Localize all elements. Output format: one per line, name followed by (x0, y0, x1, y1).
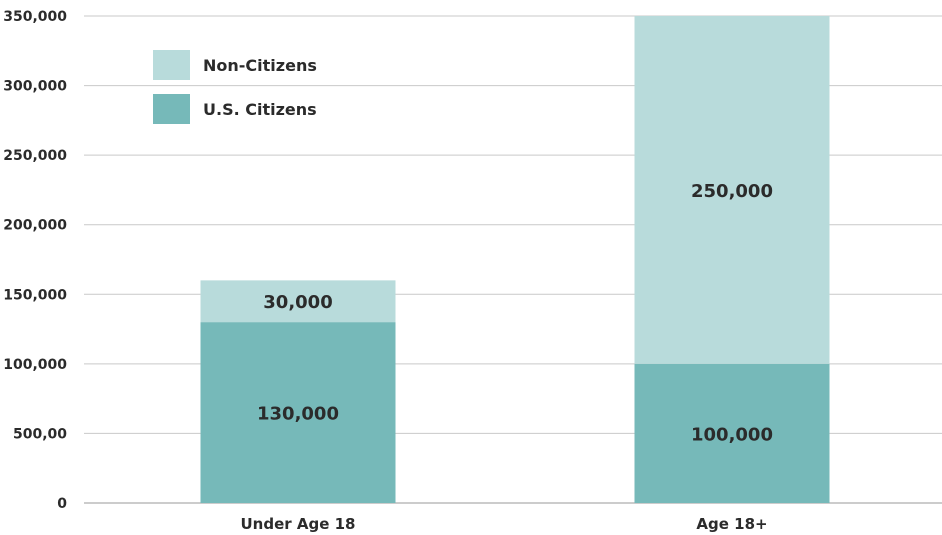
data-label: 30,000 (263, 292, 332, 313)
y-tick-label: 500,00 (13, 426, 67, 442)
x-tick-label: Under Age 18 (240, 515, 355, 533)
y-tick-label: 250,000 (3, 148, 67, 164)
data-label: 250,000 (691, 181, 773, 202)
bar-segment-non-citizens (200, 280, 396, 323)
y-tick-label: 350,000 (3, 9, 67, 25)
bar-segment-non-citizens (634, 16, 830, 364)
legend-label-non-citizens: Non-Citizens (203, 56, 317, 75)
bars-layer (200, 16, 830, 503)
labels-layer: 0 500,00 100,000 150,000 200,000 250,000 300,0… (3, 9, 773, 533)
bar-segment-u-s-citizens (634, 363, 830, 503)
y-tick-label: 150,000 (3, 287, 67, 303)
data-label: 130,000 (257, 404, 339, 425)
data-label: 100,000 (691, 424, 773, 445)
x-tick-label: Age 18+ (696, 515, 767, 533)
y-tick-label: 200,000 (3, 218, 67, 234)
bar-segment-u-s-citizens (200, 322, 396, 503)
y-tick-label: 0 (57, 496, 67, 512)
legend-swatch-non-citizens (153, 50, 190, 80)
legend-swatch-us-citizens (153, 94, 190, 124)
legend: Non-Citizens U.S. Citizens (153, 50, 317, 124)
y-tick-label: 100,000 (3, 357, 67, 373)
legend-label-us-citizens: U.S. Citizens (203, 100, 317, 119)
y-tick-label: 300,000 (3, 79, 67, 95)
